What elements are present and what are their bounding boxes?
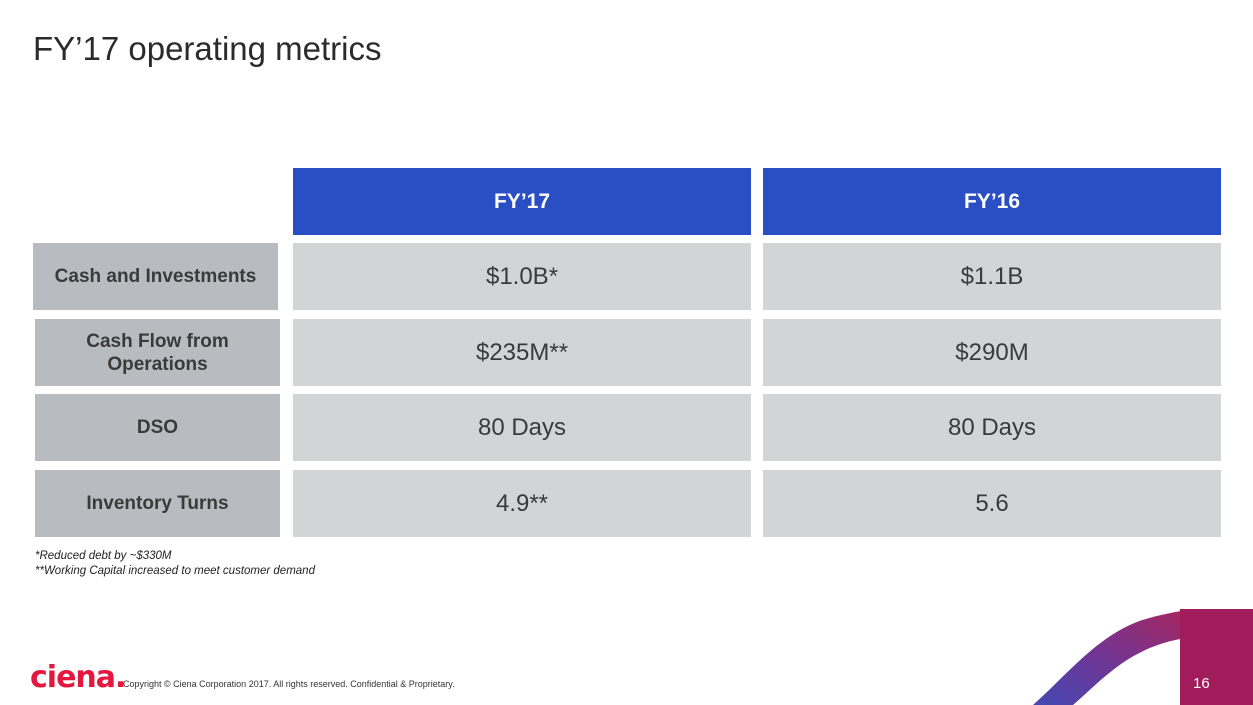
table-cell: $1.1B [763,243,1221,310]
footnote: **Working Capital increased to meet cust… [35,565,315,577]
row-label-cash-investments: Cash and Investments [33,243,278,310]
slide-title: FY’17 operating metrics [33,30,382,67]
row-label-cash-flow: Cash Flow from Operations [35,319,280,386]
table-cell: 80 Days [763,394,1221,461]
footnotes: *Reduced debt by ~$330M **Working Capita… [35,549,315,579]
table-cell: 4.9** [293,470,751,537]
table-cell: $1.0B* [293,243,751,310]
column-header-fy17: FY’17 [293,168,751,235]
footnote: *Reduced debt by ~$330M [35,550,172,562]
page-number: 16 [1193,675,1210,692]
column-header-fy16: FY’16 [763,168,1221,235]
table-cell: 5.6 [763,470,1221,537]
table-cell: $235M** [293,319,751,386]
row-label-inventory-turns: Inventory Turns [35,470,280,537]
row-label-dso: DSO [35,394,280,461]
ciena-logo: ciena. [30,660,126,695]
table-cell: $290M [763,319,1221,386]
copyright-text: Copyright © Ciena Corporation 2017. All … [123,679,455,689]
decorative-swoosh-graphic [1033,609,1253,705]
table-cell: 80 Days [293,394,751,461]
